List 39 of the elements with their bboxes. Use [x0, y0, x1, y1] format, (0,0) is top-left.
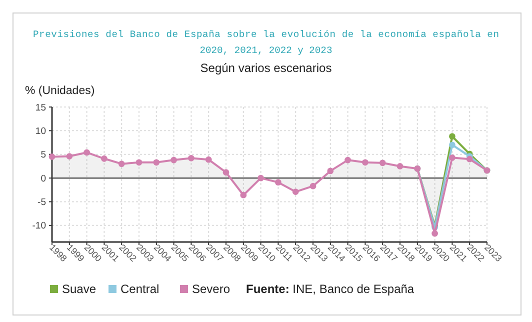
point [118, 160, 125, 168]
point [310, 182, 316, 190]
y-tick-label: -10 [32, 220, 46, 232]
y-tick-label: 0 [40, 173, 46, 184]
y-tick-label: 5 [40, 150, 46, 161]
chart-subtitle: Según varios escenarios [200, 61, 332, 75]
point [205, 156, 212, 163]
point [258, 174, 264, 182]
point [449, 154, 456, 161]
chart-title: Previsiones del Banco de España sobre la evolución de la economía española en 2020, 2021, 2022 y 2023 [33, 29, 499, 56]
point [362, 159, 368, 166]
legend-label: Central [120, 282, 160, 296]
point [240, 192, 247, 198]
point [449, 133, 456, 140]
point [327, 168, 334, 174]
y-axis-title: % (Unidades) [25, 85, 95, 97]
point [292, 188, 299, 195]
point [84, 149, 90, 156]
point [136, 159, 142, 166]
point [432, 230, 438, 237]
point [101, 155, 108, 162]
point [449, 142, 456, 148]
point [344, 156, 351, 164]
point [48, 154, 56, 160]
point [396, 163, 404, 170]
y-tick-label: -5 [38, 197, 46, 208]
legend-label: Severo [192, 282, 230, 296]
source-note: Fuente: INE, Banco de España [246, 282, 414, 296]
legend-label: Suave [62, 282, 96, 296]
y-tick-label: 15 [35, 102, 46, 114]
point [153, 159, 160, 166]
point [222, 169, 230, 176]
point [275, 179, 282, 186]
point [170, 156, 177, 164]
point [188, 154, 194, 162]
y-tick-label: 10 [35, 126, 46, 138]
point [379, 160, 386, 166]
point [66, 153, 73, 160]
point [466, 156, 473, 162]
